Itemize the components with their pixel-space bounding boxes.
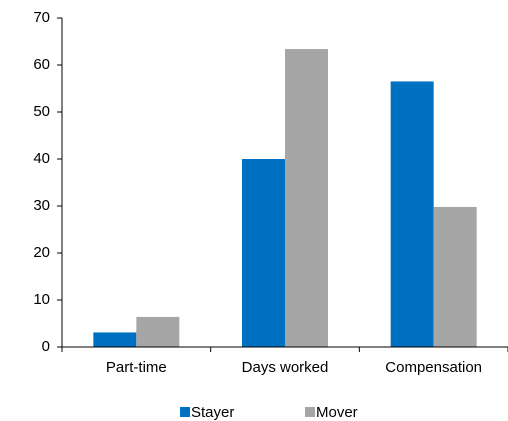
bar (93, 332, 137, 347)
bar (390, 81, 434, 347)
legend-label: Mover (316, 404, 358, 421)
y-tick-label: 0 (42, 338, 50, 355)
y-tick-label: 10 (33, 291, 50, 308)
y-tick-label: 40 (33, 150, 50, 167)
y-tick-label: 30 (33, 197, 50, 214)
legend-swatch (305, 407, 315, 417)
y-tick-label: 50 (33, 103, 50, 120)
legend-swatch (180, 407, 190, 417)
x-tick-label: Days worked (242, 359, 329, 376)
y-tick-label: 70 (33, 9, 50, 26)
y-tick-label: 20 (33, 244, 50, 261)
legend-label: Stayer (191, 404, 234, 421)
bar (242, 159, 285, 347)
y-tick-label: 60 (33, 56, 50, 73)
x-tick-label: Part-time (106, 359, 167, 376)
bar (285, 49, 328, 348)
bar (433, 206, 477, 347)
bar (136, 316, 180, 347)
x-tick-label: Compensation (385, 359, 482, 376)
